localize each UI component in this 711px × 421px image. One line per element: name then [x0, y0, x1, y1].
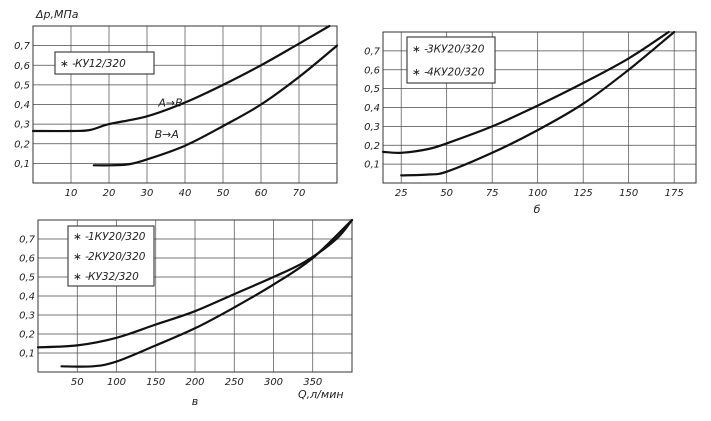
chart-a-legend: ∗ - КУ12/320 [54, 51, 155, 75]
chart-b-caption: б [534, 203, 541, 216]
chart-a-legend-box [54, 51, 155, 75]
chart-b-legend-box [406, 36, 496, 84]
chart-c-legend-entry-2: КУ32/320 [88, 271, 139, 283]
chart-b-frame [382, 31, 697, 184]
chart-b-xtick-3: 100 [528, 188, 547, 199]
chart-a: 10 20 30 40 50 60 70 0,1 0,2 0,3 0,4 0,5 0,6 0,7 A→B B→… [14, 8, 339, 199]
chart-a-ytick-6: 0,7 [14, 41, 31, 52]
chart-c-legend-entry-0: 1КУ20/320 [88, 231, 146, 243]
chart-a-series-1-line [92, 44, 339, 167]
chart-b-legend-marker-1: ∗ - [412, 67, 428, 79]
chart-b-xtick-1: 50 [440, 188, 453, 199]
chart-a-ylabel: Δр,МПа [35, 8, 79, 21]
chart-a-frame [32, 25, 338, 184]
chart-c-ytick-3: 0,4 [19, 292, 35, 303]
chart-b-legend-entry-1: 4КУ20/320 [427, 67, 485, 79]
chart-c-ytick-2: 0,3 [19, 311, 35, 322]
chart-a-ytick-5: 0,6 [14, 61, 30, 72]
chart-a-ytick-4: 0,5 [14, 80, 30, 91]
chart-c-xtick-4: 250 [225, 377, 244, 388]
chart-c-series-1-line [60, 218, 354, 368]
chart-c-legend-marker-0: ∗ - [73, 231, 89, 243]
chart-c-xtick-2: 150 [146, 377, 165, 388]
chart-c-legend-marker-1: ∗ - [73, 251, 89, 263]
chart-c-xtick-3: 200 [185, 377, 204, 388]
chart-c-xtick-1: 100 [107, 377, 126, 388]
chart-c-xtick-6: 350 [303, 377, 322, 388]
chart-c-xlabel: Q,л/мин [298, 388, 344, 401]
chart-a-xtick-1: 20 [103, 188, 116, 199]
chart-c-xtick-5: 300 [264, 377, 283, 388]
chart-a-ytick-1: 0,2 [14, 139, 30, 150]
chart-c-ytick-6: 0,7 [19, 235, 36, 246]
chart-c-ytick-5: 0,6 [19, 254, 35, 265]
chart-a-xtick-5: 60 [255, 188, 268, 199]
chart-b-legend-entry-0: 3КУ20/320 [427, 44, 485, 56]
chart-a-xtick-3: 40 [179, 188, 192, 199]
chart-a-xtick-6: 70 [293, 188, 306, 199]
chart-b-ytick-1: 0,2 [364, 141, 380, 152]
chart-a-ytick-3: 0,4 [14, 100, 30, 111]
chart-a-series-0-line [31, 24, 331, 133]
chart-c-ytick-4: 0,5 [19, 273, 35, 284]
chart-b-series-1-line [400, 30, 676, 177]
chart-c: 50 100 150 200 250 300 350 0,1 0,2 0,3 0,4 0,5 0,6 0,… [19, 218, 354, 408]
chart-b-ytick-6: 0,7 [364, 46, 381, 57]
chart-a-legend-entry-0: КУ12/320 [75, 58, 126, 70]
chart-b-ytick-2: 0,3 [364, 122, 380, 133]
chart-b-xtick-0: 25 [395, 188, 408, 199]
chart-c-ytick-0: 0,1 [19, 349, 35, 360]
chart-a-series-1-label: B→A [155, 128, 179, 141]
chart-c-legend-entry-1: 2КУ20/320 [88, 251, 146, 263]
chart-b-xtick-2: 75 [486, 188, 499, 199]
chart-a-series-0-label: A→B [157, 96, 182, 109]
chart-b: 25 50 75 100 125 150 175 0,1 0,2 0,3 0,4 0,5 0,6 0,7 ∗… [364, 30, 697, 216]
chart-c-legend-box [67, 225, 155, 287]
chart-a-ytick-0: 0,1 [14, 159, 30, 170]
chart-b-xtick-4: 125 [574, 188, 593, 199]
chart-b-xtick-5: 150 [619, 188, 638, 199]
chart-b-legend-marker-0: ∗ - [412, 44, 428, 56]
chart-a-legend-marker-0: ∗ - [60, 58, 76, 70]
chart-a-xtick-2: 30 [141, 188, 154, 199]
chart-a-ytick-2: 0,3 [14, 120, 30, 131]
chart-a-xtick-0: 10 [65, 188, 78, 199]
chart-b-xtick-6: 175 [665, 188, 684, 199]
chart-b-legend: ∗ -3КУ20/320∗ -4КУ20/320 [406, 36, 496, 84]
chart-c-legend-marker-2: ∗ - [73, 271, 89, 283]
chart-c-xtick-0: 50 [71, 377, 84, 388]
chart-c-legend: ∗ -1КУ20/320∗ -2КУ20/320∗ - КУ32/320 [67, 225, 155, 287]
chart-c-caption: в [192, 395, 198, 408]
chart-b-ytick-3: 0,4 [364, 103, 380, 114]
chart-b-ytick-4: 0,5 [364, 84, 380, 95]
chart-a-grid [33, 26, 337, 183]
chart-a-xtick-4: 50 [217, 188, 230, 199]
chart-c-frame [37, 219, 353, 373]
chart-b-series-0-line [381, 30, 670, 155]
chart-c-ytick-1: 0,2 [19, 330, 35, 341]
chart-b-ytick-5: 0,6 [364, 65, 380, 76]
chart-b-ytick-0: 0,1 [364, 160, 380, 171]
